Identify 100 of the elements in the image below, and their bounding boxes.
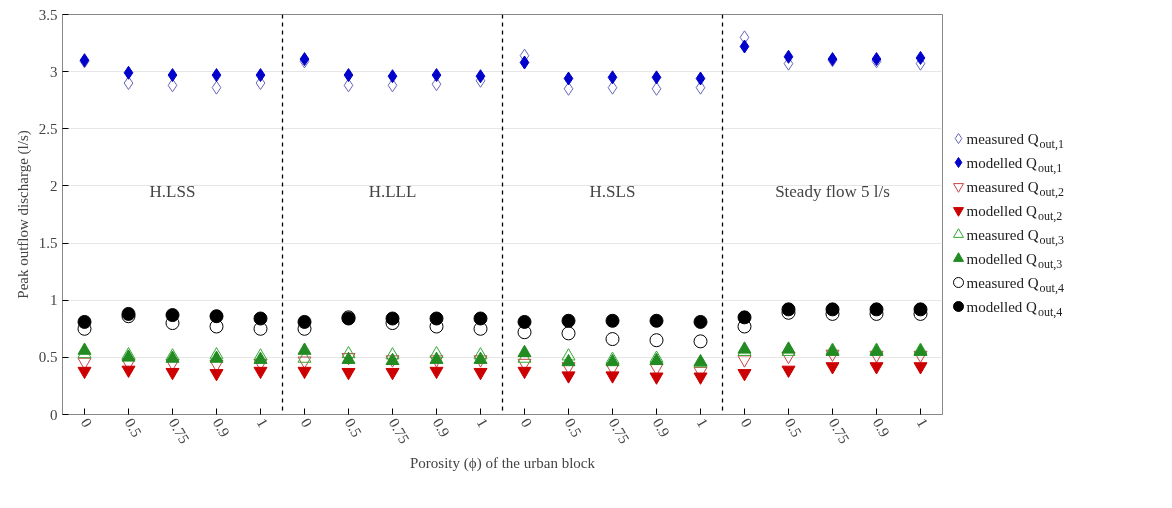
point — [343, 78, 354, 93]
y-tick-label: 2.5 — [38, 120, 58, 137]
y-tick-label: 2 — [50, 177, 58, 194]
point — [77, 314, 92, 329]
x-tick-label: 0.9 — [209, 415, 233, 440]
point — [563, 71, 574, 86]
x-tick-label: 1 — [913, 415, 932, 430]
point — [253, 366, 268, 380]
point — [607, 80, 618, 95]
point — [209, 369, 224, 382]
x-tick-label: 0 — [517, 415, 536, 430]
x-tick-label: 0 — [737, 415, 756, 430]
point — [693, 372, 708, 385]
point — [781, 365, 796, 378]
y-tick-label: 1.5 — [38, 235, 58, 252]
annotation: H.LLL — [368, 182, 417, 202]
point — [517, 325, 532, 340]
y-tick-label: 0.5 — [38, 349, 58, 366]
x-axis-title: Porosity (ϕ) of the urban block — [410, 455, 596, 473]
point — [297, 366, 312, 380]
point — [385, 311, 400, 326]
point — [473, 311, 488, 326]
point — [343, 68, 354, 83]
point — [693, 314, 708, 329]
annotation: H.LSS — [149, 182, 196, 202]
point — [429, 366, 444, 380]
x-tick-label: 1 — [473, 415, 492, 430]
point — [77, 357, 92, 370]
point — [431, 77, 442, 92]
point — [123, 65, 134, 80]
point — [167, 68, 178, 83]
point — [561, 371, 576, 384]
point — [517, 314, 532, 329]
point — [429, 311, 444, 326]
point — [825, 362, 840, 375]
point — [387, 69, 398, 84]
x-tick-label: 1 — [693, 415, 712, 430]
point — [649, 313, 664, 328]
point — [913, 302, 928, 317]
point — [473, 367, 488, 381]
y-tick-label: 3 — [50, 63, 58, 80]
point — [825, 349, 840, 362]
x-tick-label: 0 — [77, 415, 96, 430]
point — [253, 311, 268, 326]
x-tick-label: 0.9 — [649, 415, 673, 440]
y-tick-label: 3.5 — [38, 6, 58, 23]
annotation: Steady flow 5 l/s — [775, 182, 890, 202]
point — [739, 39, 750, 54]
x-tick-label: 0.9 — [869, 415, 893, 440]
x-tick-label: 1 — [253, 415, 272, 430]
y-axis-title: Peak outflow discharge (l/s) — [14, 130, 32, 299]
point — [385, 367, 400, 381]
point — [913, 362, 928, 375]
point — [605, 332, 620, 347]
point — [825, 302, 840, 317]
x-tick-label: 0.5 — [561, 415, 585, 440]
point — [475, 69, 486, 84]
x-tick-label: 0.5 — [121, 415, 145, 440]
point — [167, 78, 178, 93]
point — [517, 366, 532, 380]
point — [341, 367, 356, 381]
point — [209, 309, 224, 324]
point — [255, 68, 266, 83]
point — [869, 362, 884, 375]
annotation: H.SLS — [589, 182, 636, 202]
point — [561, 326, 576, 341]
x-tick-label: 0.9 — [429, 415, 453, 440]
point — [783, 49, 794, 64]
point — [605, 371, 620, 384]
x-tick-label: 0.5 — [781, 415, 805, 440]
point — [297, 314, 312, 329]
x-tick-label: 0.5 — [341, 415, 365, 440]
point — [165, 308, 180, 323]
point — [651, 81, 662, 96]
point — [473, 355, 488, 368]
point — [737, 369, 752, 382]
point — [121, 365, 136, 378]
point — [737, 355, 752, 368]
point — [211, 80, 222, 95]
point — [693, 334, 708, 349]
point — [77, 366, 92, 380]
point — [211, 68, 222, 83]
point — [695, 71, 706, 86]
point — [605, 313, 620, 328]
point — [431, 68, 442, 83]
point — [165, 367, 180, 381]
point — [869, 350, 884, 364]
point — [297, 356, 312, 369]
point — [607, 70, 618, 85]
point — [915, 50, 926, 65]
point — [649, 333, 664, 348]
point — [519, 55, 530, 70]
point — [209, 319, 224, 334]
point — [869, 302, 884, 317]
x-tick-label: 0 — [297, 415, 316, 430]
point — [429, 355, 444, 368]
point — [913, 350, 928, 364]
point — [649, 372, 664, 385]
point — [651, 70, 662, 85]
point — [561, 313, 576, 328]
